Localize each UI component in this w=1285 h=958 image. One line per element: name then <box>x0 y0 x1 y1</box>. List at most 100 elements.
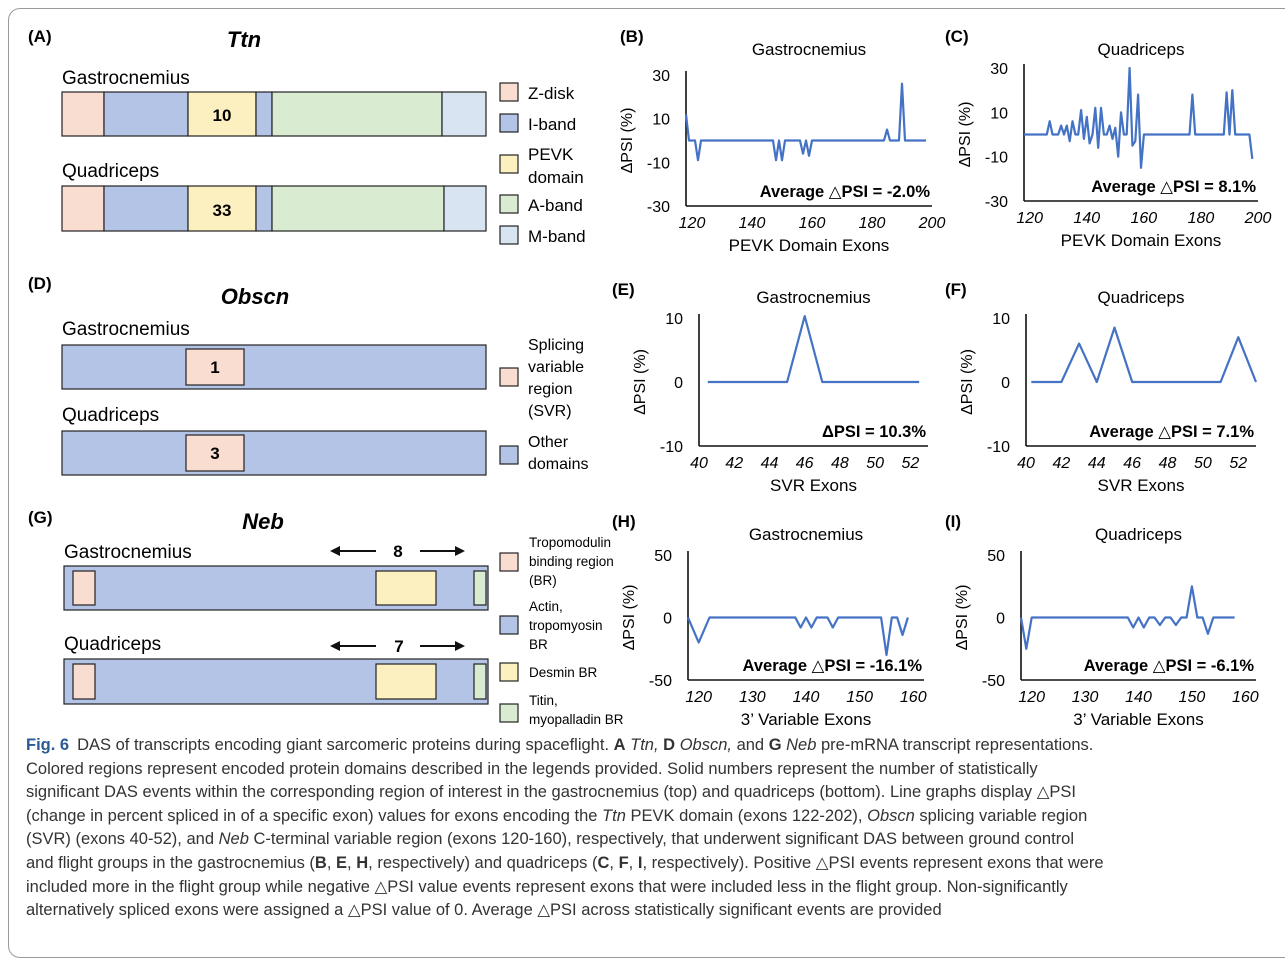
x-tick-label: 40 <box>690 455 708 472</box>
y-tick-label: 10 <box>652 112 670 129</box>
line-charts: (B) Gastrocnemius 30 10 -10 -30 120 140 160 180 20… <box>612 27 1271 729</box>
legend-svr-line3: region <box>528 381 572 398</box>
series-line <box>684 82 926 162</box>
x-axis-label: SVR Exons <box>770 476 857 495</box>
x-tick-label: 140 <box>739 215 766 232</box>
panel-g-row2-tissue: Quadriceps <box>64 634 161 655</box>
x-tick-label: 52 <box>1229 455 1247 472</box>
caption-comma: , <box>347 853 352 872</box>
caption-comma: , <box>609 853 614 872</box>
obscn-gastroc-count: 1 <box>210 358 219 377</box>
legend-i-band: I-band <box>528 115 576 134</box>
x-tick-label: 160 <box>1131 210 1158 227</box>
caption-line4a: (change in percent spliced in of a speci… <box>26 806 598 825</box>
legend-actin-line3: BR <box>529 637 548 652</box>
y-tick-label: -30 <box>647 199 670 216</box>
x-tick-label: 120 <box>679 215 706 232</box>
legend-tropomodulin-line2: binding region <box>529 554 614 569</box>
x-tick-label: 46 <box>1123 455 1141 472</box>
legend-a-band: A-band <box>528 196 583 215</box>
y-tick-label: -10 <box>985 150 1008 167</box>
chart-c: (C) Quadriceps 30 10 -10 -30 120 140 160 180 200 PE… <box>945 27 1271 250</box>
x-tick-label: 140 <box>1073 210 1100 227</box>
chart-letter: (I) <box>945 512 961 531</box>
caption-ref-e: E <box>336 853 348 872</box>
caption-line7: included more in the flight group while … <box>26 877 1068 896</box>
x-tick-label: 160 <box>1232 689 1259 706</box>
chart-title: Quadriceps <box>1098 40 1185 59</box>
caption-line6a: and flight groups in the gastrocnemius ( <box>26 853 315 872</box>
y-tick-label: 0 <box>996 611 1005 628</box>
ttn-gastroc-bar: 10 <box>61 91 487 137</box>
figure-caption: Fig. 6 DAS of transcripts encoding giant … <box>26 734 1271 923</box>
caption-line3: significant DAS events within the corres… <box>26 783 1076 802</box>
x-tick-label: 50 <box>866 455 884 472</box>
y-tick-label: 50 <box>987 548 1005 565</box>
caption-and: and <box>736 736 765 754</box>
obscn-gastroc-bar: 1 <box>61 344 487 390</box>
caption-neb2: Neb <box>218 830 249 849</box>
series-line <box>707 315 920 384</box>
caption-neb: Neb <box>786 736 817 754</box>
panel-a-row1-tissue: Gastrocnemius <box>62 68 190 89</box>
panel-g-letter: (G) <box>28 508 53 527</box>
neb-gastroc-bar <box>63 565 489 611</box>
x-tick-label: 120 <box>1016 210 1043 227</box>
legend-svr-line4: (SVR) <box>528 403 572 420</box>
chart-f: (F) Quadriceps 10 0 -10 40 42 44 46 48 50 52 SVR Exo… <box>945 280 1258 495</box>
x-tick-label: 180 <box>859 215 886 232</box>
caption-obscn: Obscn, <box>679 736 732 754</box>
chart-i: (I) Quadriceps 50 0 -50 120 130 140 150 160 3’ Var… <box>945 512 1259 729</box>
neb-gastroc-count: 8 <box>393 542 402 561</box>
legend-titin-line1: Titin, <box>529 693 558 708</box>
y-tick-label: 30 <box>990 61 1008 78</box>
panel-a-letter: (A) <box>28 27 52 46</box>
x-tick-label: 160 <box>799 215 826 232</box>
x-tick-label: 200 <box>1244 210 1272 227</box>
caption-line1: DAS of transcripts encoding giant sarcom… <box>77 736 610 754</box>
legend-svr-line2: variable <box>528 359 584 376</box>
x-tick-label: 48 <box>831 455 849 472</box>
x-tick-label: 140 <box>793 689 820 706</box>
x-tick-label: 160 <box>900 689 927 706</box>
x-tick-label: 48 <box>1159 455 1177 472</box>
caption-obscn2: Obscn <box>867 806 915 825</box>
y-axis-label: ΔPSI (%) <box>959 349 976 415</box>
x-axis-label: SVR Exons <box>1098 476 1185 495</box>
legend-tropomodulin-line1: Tropomodulin <box>529 535 611 550</box>
x-tick-label: 130 <box>1072 689 1099 706</box>
x-tick-label: 150 <box>1179 689 1206 706</box>
x-tick-label: 120 <box>685 689 712 706</box>
chart-title: Quadriceps <box>1095 525 1182 544</box>
y-tick-label: 10 <box>992 311 1010 328</box>
chart-annotation: Average △PSI = 8.1% <box>1091 178 1256 196</box>
panel-a-row2-tissue: Quadriceps <box>62 161 159 182</box>
legend-actin-line2: tropomyosin <box>529 618 603 633</box>
y-tick-label: 0 <box>1001 375 1010 392</box>
legend-desmin: Desmin BR <box>529 665 598 680</box>
x-tick-label: 50 <box>1194 455 1212 472</box>
caption-ref-c: C <box>597 853 610 872</box>
chart-letter: (B) <box>620 27 644 46</box>
caption-ref-f: F <box>618 853 629 872</box>
caption-line6c: respectively). Positive △PSI events repr… <box>651 853 1104 872</box>
y-tick-label: -50 <box>982 673 1005 690</box>
x-tick-label: 180 <box>1188 210 1215 227</box>
caption-line2: Colored regions represent encoded protei… <box>26 759 1038 778</box>
y-axis-label: ΔPSI (%) <box>619 108 636 174</box>
x-tick-label: 46 <box>796 455 814 472</box>
legend-pevk: PEVK <box>528 145 574 164</box>
series-line <box>1024 66 1254 169</box>
obscn-quad-bar: 3 <box>61 430 487 476</box>
x-tick-label: 130 <box>739 689 766 706</box>
neb-quad-arrow: 7 <box>330 637 465 656</box>
x-tick-label: 140 <box>1125 689 1152 706</box>
x-tick-label: 44 <box>1088 455 1106 472</box>
caption-line8: alternatively spliced exons were assigne… <box>26 901 942 920</box>
ttn-gastroc-count: 10 <box>213 106 232 125</box>
legend-titin-line2: myopalladin BR <box>529 712 624 727</box>
y-axis-label: ΔPSI (%) <box>957 102 974 168</box>
y-axis-label: ΔPSI (%) <box>632 349 649 415</box>
y-tick-label: 0 <box>674 375 683 392</box>
caption-ref-d: D <box>663 736 676 754</box>
